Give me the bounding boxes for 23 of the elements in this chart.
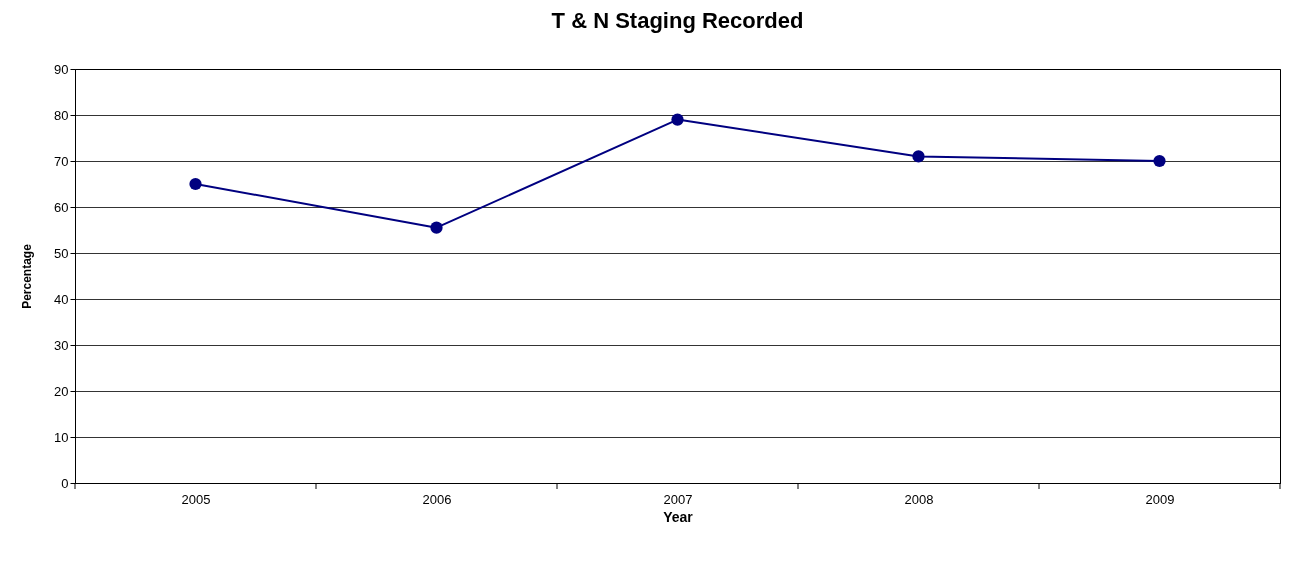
y-axis-title: Percentage <box>20 243 35 309</box>
point <box>912 150 925 163</box>
x-tick-label: 2007 <box>663 491 693 507</box>
y-tick-label: 90 <box>54 61 69 77</box>
y-tick-label: 30 <box>54 337 69 353</box>
y-tick-label: 10 <box>54 429 69 445</box>
y-tick-label: 80 <box>54 107 69 123</box>
point <box>1153 154 1166 168</box>
y-tick-label: 70 <box>54 153 69 169</box>
point <box>430 221 443 234</box>
x-axis-title: Year <box>663 508 694 525</box>
x-tick-label: 2008 <box>904 491 934 507</box>
y-tick-label: 20 <box>54 383 69 399</box>
y-tick-label: 50 <box>54 245 69 261</box>
chart-title: T & N Staging Recorded <box>551 8 804 33</box>
y-tick-label: 40 <box>54 291 69 307</box>
x-tick-label: 2009 <box>1145 491 1175 507</box>
point <box>189 177 202 191</box>
point <box>671 113 684 126</box>
y-tick-label: 0 <box>61 475 69 491</box>
x-tick-label: 2005 <box>181 491 211 507</box>
y-tick-label: 60 <box>54 199 69 215</box>
x-tick-label: 2006 <box>422 491 452 507</box>
